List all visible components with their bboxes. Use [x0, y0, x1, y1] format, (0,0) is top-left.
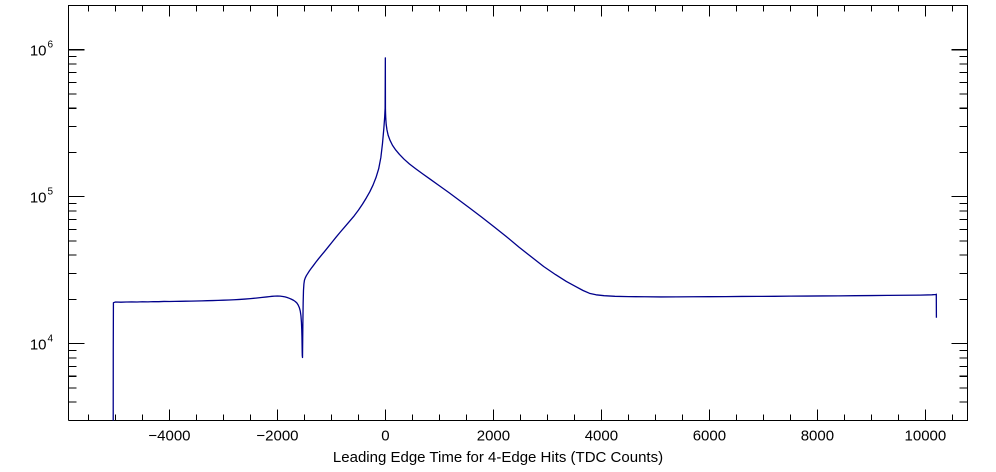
- data-line: [112, 57, 938, 421]
- svg-text:10: 10: [30, 43, 47, 60]
- svg-text:4: 4: [48, 334, 54, 345]
- y-tick-label: 10 6: [30, 40, 54, 60]
- x-tick-label: 8000: [801, 428, 834, 445]
- y-tick-label: 10 4: [30, 334, 54, 354]
- svg-text:5: 5: [48, 187, 54, 198]
- x-tick-label: 2000: [477, 428, 510, 445]
- y-tick-label: 10 5: [30, 187, 54, 207]
- x-axis-ticks: [87, 5, 953, 421]
- svg-text:10: 10: [30, 337, 47, 354]
- x-tick-label: 6000: [693, 428, 726, 445]
- data-series-group: [112, 57, 938, 421]
- x-tick-label: −4000: [148, 428, 190, 445]
- x-axis-title: Leading Edge Time for 4-Edge Hits (TDC C…: [332, 449, 664, 466]
- x-axis-tick-labels: −4000 −2000 0 2000 4000 6000 8000 10000: [148, 428, 946, 445]
- svg-text:10: 10: [30, 190, 47, 207]
- y-axis-ticks: [68, 4, 968, 422]
- x-tick-label: −2000: [256, 428, 298, 445]
- x-tick-label: 0: [381, 428, 389, 445]
- x-tick-label: 10000: [905, 428, 947, 445]
- svg-text:6: 6: [48, 40, 54, 51]
- x-tick-label: 4000: [585, 428, 618, 445]
